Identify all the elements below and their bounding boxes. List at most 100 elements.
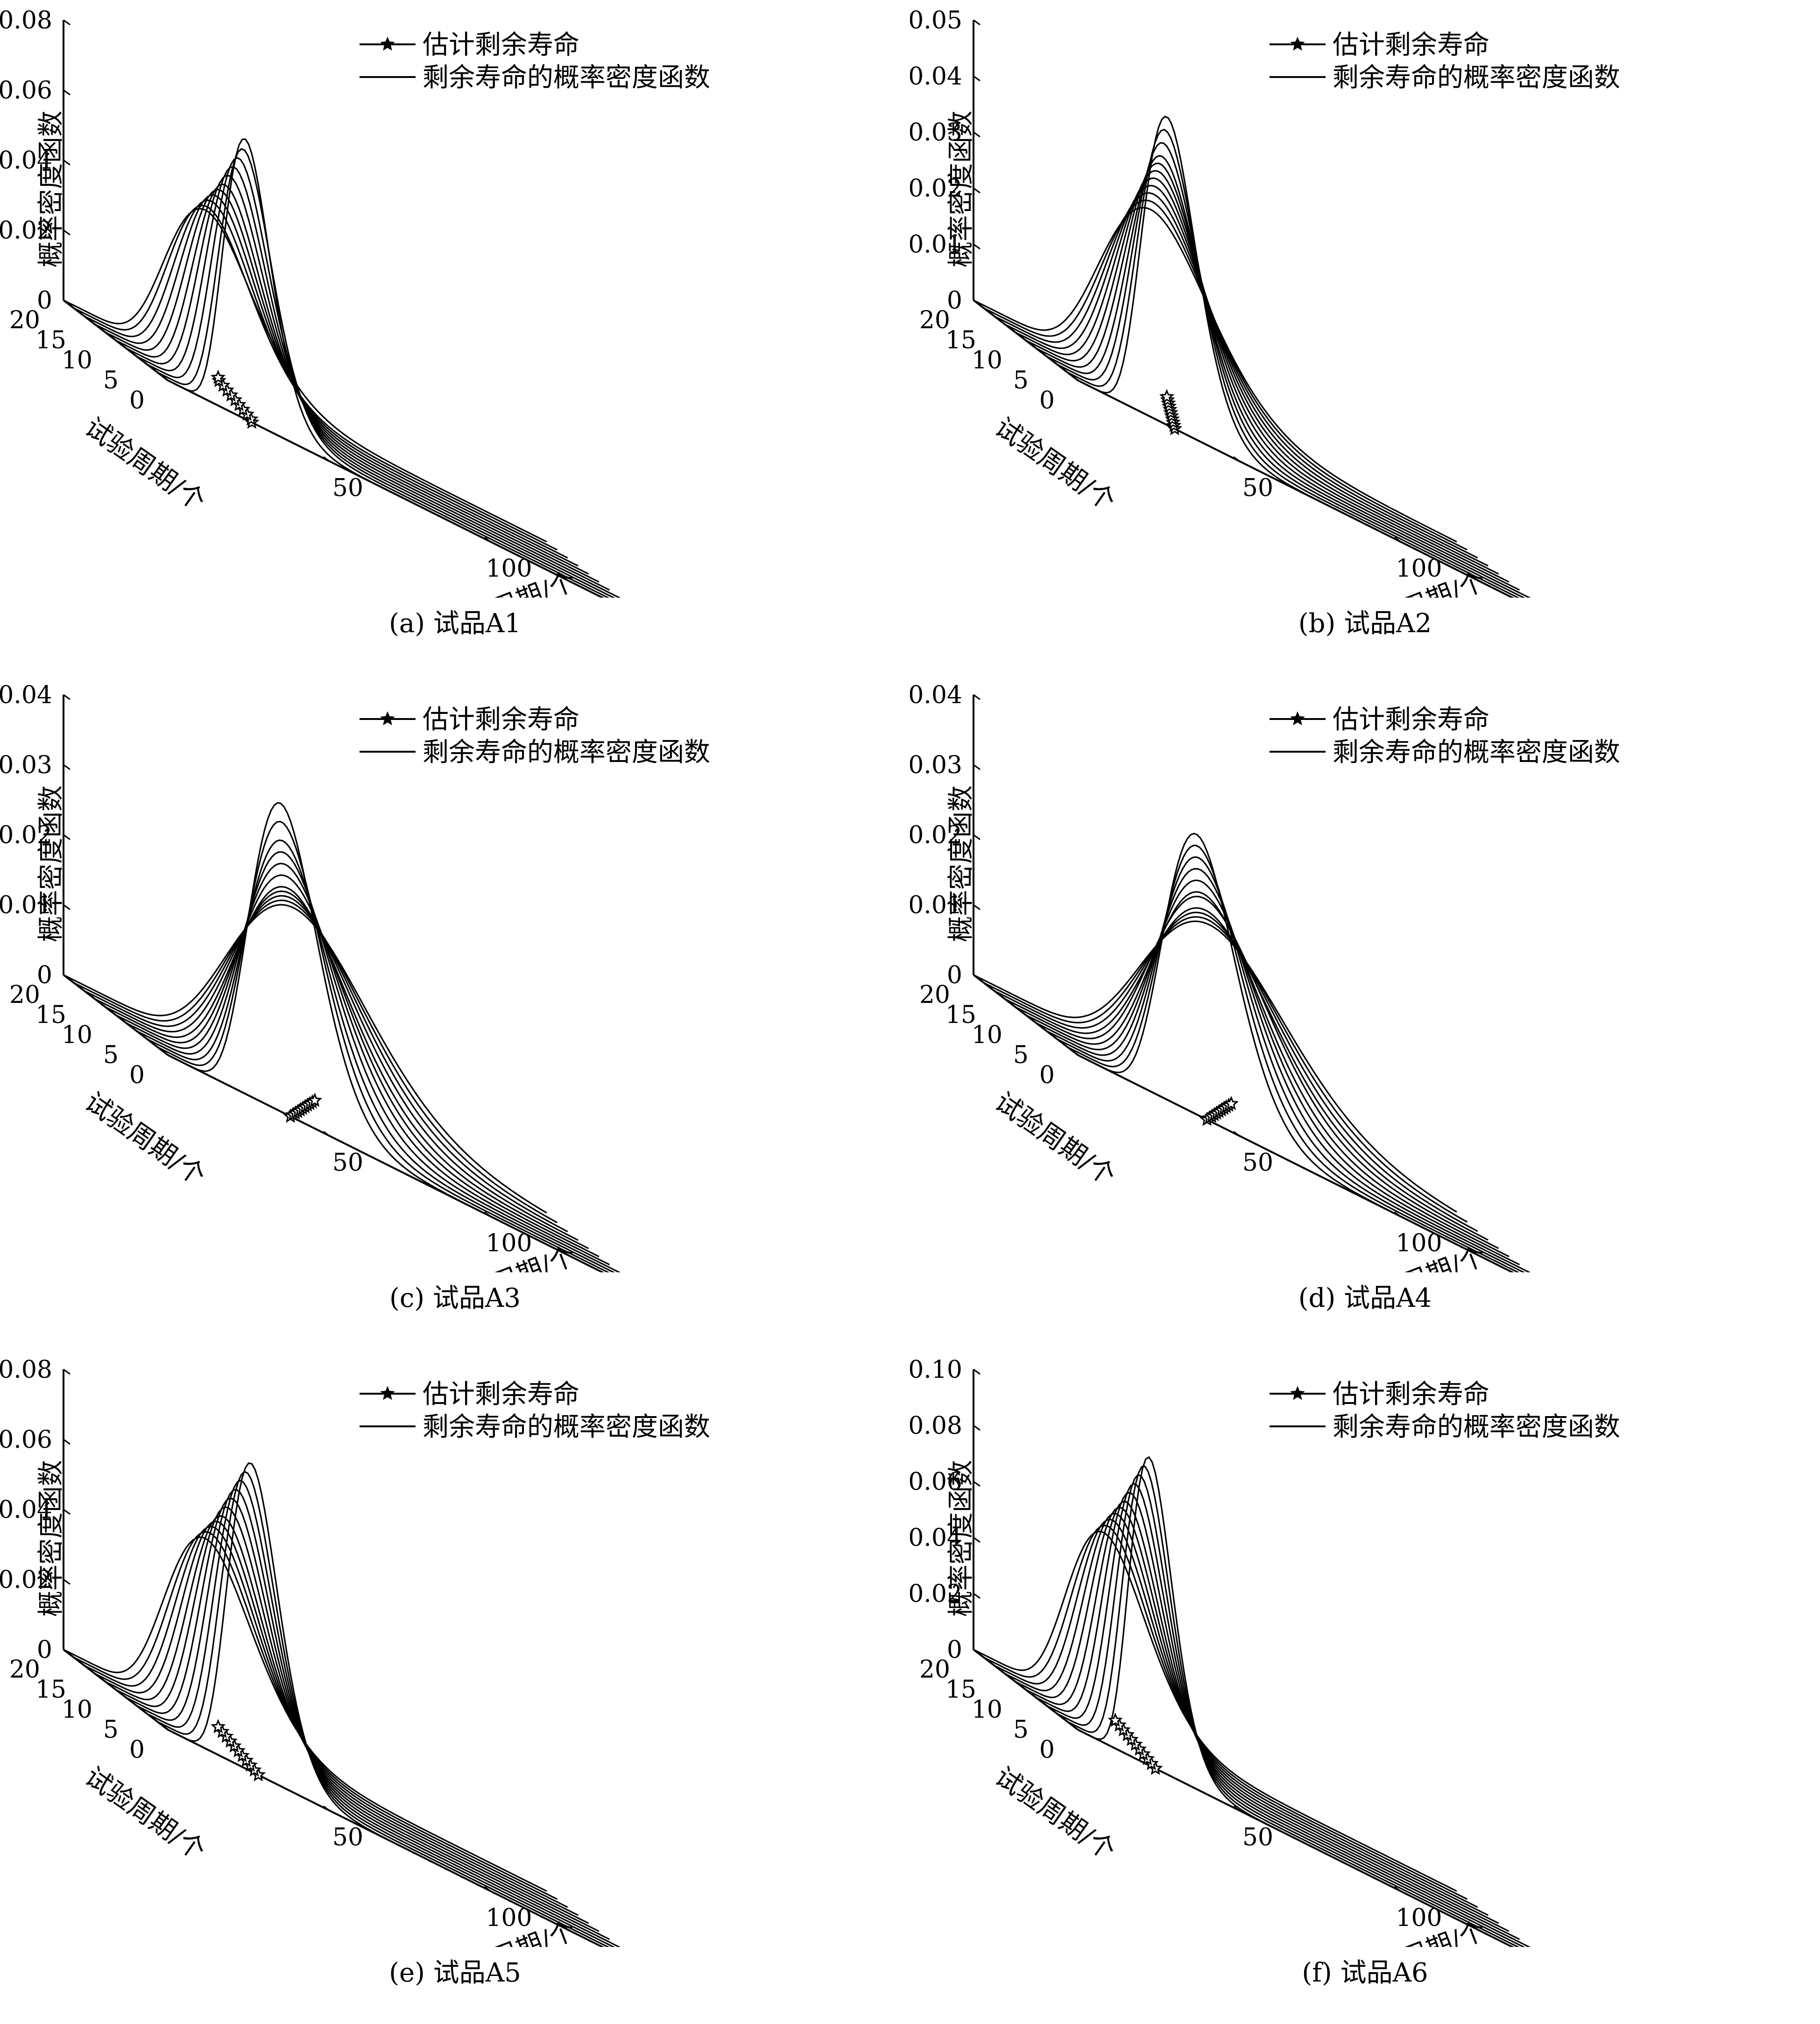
x-tick xyxy=(323,1805,330,1811)
pdf-curve xyxy=(73,205,558,551)
z-tick xyxy=(63,1579,71,1585)
pdf-curve xyxy=(168,802,604,1272)
pdf-curve xyxy=(1046,867,1531,1272)
y-axis-label: 试验周期/个 xyxy=(79,1762,211,1867)
chart-panel-6: 00.020.040.060.080.100510152050100150概率密… xyxy=(910,1349,1820,2024)
pdf-curve xyxy=(1004,1512,1488,1916)
pdf-curve xyxy=(63,1536,547,1892)
chart-svg: 00.020.040.060.080510152050100150概率密度函数试… xyxy=(0,7,710,598)
z-tick xyxy=(973,131,981,138)
z-tick-label: 0.01 xyxy=(0,891,52,919)
pdf-curve xyxy=(1025,891,1510,1257)
y-tick-label: 0 xyxy=(129,387,145,415)
pdf-curve xyxy=(1057,856,1525,1272)
z-axis-label: 概率密度函数 xyxy=(946,111,976,268)
z-tick xyxy=(63,904,71,910)
pdf-curve xyxy=(1078,115,1514,598)
z-tick-label: 0.05 xyxy=(910,7,962,35)
panel-caption: (e) 试品A5 xyxy=(389,1958,521,1988)
x-axis-label: 剩余寿命周期/个 xyxy=(390,1241,580,1272)
pdf-curve xyxy=(94,1520,578,1916)
z-tick-label: 0.03 xyxy=(910,751,962,779)
y-tick-label: 5 xyxy=(103,367,119,395)
pdf-curve xyxy=(115,1506,600,1932)
pdf-curve xyxy=(84,199,568,559)
pdf-curve xyxy=(1046,1482,1531,1947)
x-tick xyxy=(1233,456,1240,462)
z-axis-label: 概率密度函数 xyxy=(946,1460,976,1617)
estimated-rul-marker xyxy=(211,369,226,384)
z-axis-label: 概率密度函数 xyxy=(36,111,66,268)
y-tick-label: 15 xyxy=(35,1676,66,1704)
z-tick-label: 0.04 xyxy=(0,147,52,175)
z-tick-label: 0.02 xyxy=(0,1566,52,1594)
pdf-curve xyxy=(84,895,568,1233)
z-tick xyxy=(973,1368,981,1375)
y-tick-label: 20 xyxy=(9,1656,40,1684)
z-tick-label: 0.04 xyxy=(0,1496,52,1524)
x-tick xyxy=(1233,1131,1240,1136)
pdf-curve xyxy=(105,886,589,1249)
estimated-rul-marker xyxy=(1108,1712,1123,1727)
x-axis-label: 剩余寿命周期/个 xyxy=(1300,1915,1490,1947)
y-tick-label: 15 xyxy=(35,1001,66,1029)
y-tick-label: 10 xyxy=(972,346,1002,374)
z-tick-label: 0.06 xyxy=(0,1426,52,1454)
y-tick-label: 5 xyxy=(103,1716,119,1744)
y-axis-label: 试验周期/个 xyxy=(989,1087,1121,1192)
pdf-curve xyxy=(983,1524,1468,1900)
z-tick xyxy=(63,1439,71,1445)
z-tick-label: 0 xyxy=(947,961,962,989)
z-tick-label: 0.02 xyxy=(0,821,52,849)
x-tick-label: 50 xyxy=(1242,1149,1273,1177)
z-tick xyxy=(63,694,71,700)
pdf-curve xyxy=(115,183,600,583)
z-tick-label: 0.03 xyxy=(0,751,52,779)
pdf-curve xyxy=(168,138,604,598)
y-tick-label: 15 xyxy=(945,326,976,354)
pdf-curve xyxy=(1004,184,1488,567)
z-tick-label: 0.08 xyxy=(0,7,52,35)
z-tick-label: 0.03 xyxy=(910,119,962,147)
y-tick-label: 0 xyxy=(129,1061,145,1089)
y-tick-label: 0 xyxy=(129,1736,145,1764)
y-tick-label: 15 xyxy=(945,1001,976,1029)
legend-star-icon xyxy=(380,711,395,726)
legend-label: 剩余寿命的概率密度函数 xyxy=(1333,1412,1620,1442)
pdf-curve xyxy=(94,890,578,1241)
z-tick-label: 0.04 xyxy=(910,63,962,91)
pdf-curve xyxy=(994,192,1478,559)
pdf-curve xyxy=(1046,155,1531,598)
z-tick xyxy=(973,694,981,700)
z-tick-label: 0.02 xyxy=(910,175,962,203)
x-tick xyxy=(323,1131,330,1136)
chart-svg: 00.010.020.030.040510152050100150概率密度函数试… xyxy=(0,681,710,1272)
z-tick xyxy=(63,89,71,96)
z-tick xyxy=(973,1425,981,1431)
pdf-curve xyxy=(1015,177,1499,575)
legend-label: 估计剩余寿命 xyxy=(1333,30,1489,60)
estimated-rul-marker xyxy=(1159,389,1175,403)
x-tick xyxy=(323,456,330,462)
y-tick-label: 20 xyxy=(919,981,950,1009)
y-tick-label: 10 xyxy=(972,1696,1002,1724)
legend-star-icon xyxy=(1290,1386,1305,1400)
pdf-curve xyxy=(1025,1501,1510,1932)
z-tick-label: 0 xyxy=(37,1636,52,1664)
pdf-curve xyxy=(126,175,610,591)
y-tick-label: 10 xyxy=(62,1021,92,1049)
pdf-curve xyxy=(983,199,1468,551)
x-tick xyxy=(1233,1805,1240,1811)
pdf-curve xyxy=(1036,162,1520,591)
legend-star-icon xyxy=(1290,36,1305,51)
legend-star-icon xyxy=(1290,711,1305,726)
estimated-rul-marker xyxy=(211,1719,226,1734)
z-tick-label: 0.02 xyxy=(910,1580,962,1608)
y-tick-label: 20 xyxy=(919,306,950,334)
legend-label: 估计剩余寿命 xyxy=(1333,1379,1489,1410)
pdf-curve xyxy=(973,920,1457,1213)
z-tick-label: 0.08 xyxy=(910,1412,962,1440)
y-axis-label: 试验周期/个 xyxy=(79,412,211,517)
pdf-curve xyxy=(94,194,578,567)
x-axis-label: 剩余寿命周期/个 xyxy=(1300,566,1490,598)
